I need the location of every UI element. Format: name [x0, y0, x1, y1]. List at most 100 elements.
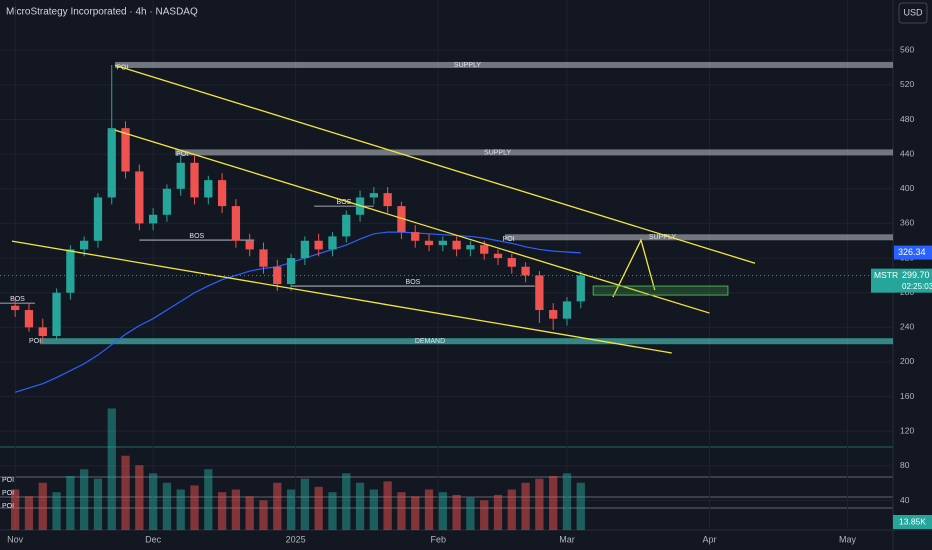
volume-bar: [480, 500, 489, 530]
chart-title: MicroStrategy Incorporated · 4h · NASDAQ: [6, 7, 198, 18]
y-tick-label: 160: [900, 391, 914, 401]
candle-body: [493, 253, 503, 259]
candle-body: [135, 171, 144, 224]
y-tick-label: 360: [900, 218, 914, 228]
volume-bar: [576, 482, 585, 530]
volume-bar: [452, 494, 461, 530]
candle-body: [107, 128, 116, 198]
indicator-label: POI: [2, 490, 14, 497]
trendline: [114, 64, 756, 264]
volume-bar: [107, 408, 116, 530]
volume-bar: [38, 482, 47, 530]
candle-body: [148, 214, 158, 224]
poi-label: POI: [29, 338, 41, 345]
candle-body: [259, 249, 268, 267]
y-tick-label: 480: [900, 114, 914, 124]
moving-average: [14, 231, 581, 393]
volume-bar: [162, 482, 172, 530]
candle-body: [190, 162, 199, 198]
volume-bar: [411, 496, 420, 530]
volume-bar: [355, 482, 365, 530]
volume-bar: [66, 476, 75, 530]
volume-bar: [466, 497, 475, 530]
volume-bar: [369, 489, 378, 530]
x-tick-label: 2025: [286, 534, 306, 544]
candle-body: [411, 232, 420, 241]
x-tick-label: Apr: [703, 534, 717, 544]
volume-bar: [176, 489, 185, 530]
volume-bar: [521, 482, 530, 530]
candle-body: [52, 292, 61, 337]
y-tick-label: 120: [900, 426, 914, 436]
zone: [114, 61, 894, 68]
candle-body: [466, 245, 475, 250]
x-tick-label: Feb: [430, 534, 446, 544]
y-tick-label: 560: [900, 44, 914, 54]
candle-body: [176, 162, 185, 189]
y-tick-label: 240: [900, 322, 914, 332]
target-box: [592, 285, 729, 296]
volume-bar: [286, 489, 296, 530]
indicator-label: POI: [2, 503, 14, 510]
volume-bar: [493, 494, 503, 530]
candle-body: [397, 206, 406, 233]
y-tick-label: 400: [900, 183, 914, 193]
zone: [175, 149, 894, 156]
volume-bar: [438, 492, 447, 530]
candle-body: [231, 206, 241, 241]
last-price-box: [871, 268, 932, 293]
indicator-box: [893, 515, 932, 529]
volume-bar: [135, 465, 144, 530]
candle-body: [383, 193, 392, 207]
currency-button[interactable]: [898, 2, 928, 24]
candle-body: [245, 240, 254, 250]
candle-body: [11, 305, 20, 311]
volume-bar: [245, 496, 254, 530]
x-tick-label: Dec: [145, 534, 162, 544]
candle-body: [162, 188, 172, 215]
ma-price-box: [894, 245, 932, 260]
volume-bar: [549, 476, 558, 530]
volume-bar: [80, 469, 89, 530]
volume-bar: [259, 500, 268, 530]
volume-bar: [328, 492, 337, 530]
volume-bar: [93, 478, 103, 530]
indicator-value: 13.85K: [899, 516, 926, 526]
candle-body: [121, 128, 130, 172]
zone-label: DEMAND: [415, 338, 445, 345]
candle-body: [24, 310, 34, 328]
x-tick-label: Nov: [7, 534, 24, 544]
volume-bar: [300, 478, 310, 530]
candle-body: [273, 266, 282, 285]
candle-body: [424, 240, 434, 246]
candle-body: [576, 275, 585, 302]
volume-bar: [273, 482, 282, 530]
volume-bar: [562, 473, 572, 530]
candle-body: [286, 258, 296, 285]
bos-label: BOS: [406, 279, 421, 286]
y-tick-label: 440: [900, 148, 914, 158]
y-tick-label: 200: [900, 356, 914, 366]
volume-bar: [24, 496, 34, 530]
bos-label: BOS: [189, 233, 204, 240]
candle-body: [217, 180, 227, 207]
candle-body: [328, 236, 337, 250]
y-tick-label: 80: [900, 460, 910, 470]
candle-body: [342, 214, 351, 237]
zone-label: SUPPLY: [484, 149, 511, 156]
volume-bar: [342, 473, 351, 530]
countdown: 02:25:03: [902, 282, 932, 291]
candle-body: [38, 327, 47, 337]
poi-label: POI: [176, 151, 188, 158]
candle-body: [80, 240, 89, 250]
volume-bar: [397, 492, 406, 530]
currency[interactable]: USD: [903, 7, 923, 17]
zone: [40, 338, 893, 345]
volume-bar: [231, 489, 241, 530]
candle-body: [480, 245, 489, 254]
x-tick-label: May: [839, 534, 857, 544]
volume-bar: [217, 492, 227, 530]
candle-body: [438, 240, 447, 246]
candle-body: [535, 275, 544, 311]
